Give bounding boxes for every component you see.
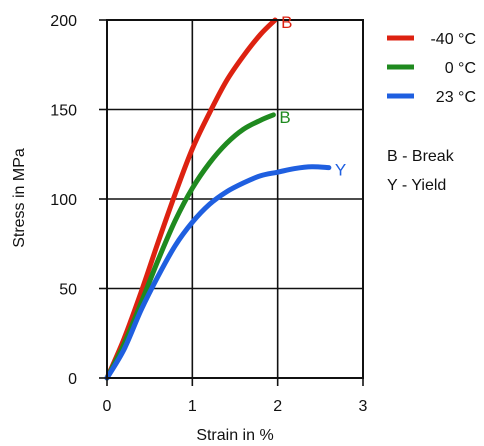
end-label-0: B bbox=[281, 13, 292, 32]
note-1: Y - Yield bbox=[387, 177, 446, 194]
notes: B - Break Y - Yield bbox=[387, 148, 455, 194]
legend: -40 °C 0 °C 23 °C bbox=[387, 31, 476, 106]
series-line-2 bbox=[104, 164, 332, 381]
legend-label-1: 0 °C bbox=[445, 60, 476, 77]
grid-lines bbox=[106, 19, 364, 379]
legend-label-2: 23 °C bbox=[436, 89, 476, 106]
note-0: B - Break bbox=[387, 148, 455, 165]
end-label-1: B bbox=[279, 108, 290, 127]
series-line-0 bbox=[104, 17, 278, 381]
y-tick-label-3: 150 bbox=[50, 103, 77, 120]
x-tick-label-1: 1 bbox=[188, 398, 197, 415]
y-tick-label-0: 0 bbox=[68, 371, 77, 388]
y-tick-label-1: 50 bbox=[59, 282, 77, 299]
x-tick-label-2: 2 bbox=[273, 398, 282, 415]
x-axis-title: Strain in % bbox=[196, 427, 273, 444]
end-labels: B B Y bbox=[279, 13, 346, 180]
x-tick-label-3: 3 bbox=[359, 398, 368, 415]
y-tick-label-4: 200 bbox=[50, 13, 77, 30]
end-label-2: Y bbox=[335, 161, 346, 180]
y-tick-label-2: 100 bbox=[50, 192, 77, 209]
legend-label-0: -40 °C bbox=[430, 31, 476, 48]
x-tick-label-0: 0 bbox=[103, 398, 112, 415]
axis-ticks: 0 1 2 3 0 50 100 150 200 bbox=[50, 13, 367, 415]
series-layer bbox=[104, 17, 332, 381]
y-axis-title: Stress in MPa bbox=[11, 148, 28, 248]
